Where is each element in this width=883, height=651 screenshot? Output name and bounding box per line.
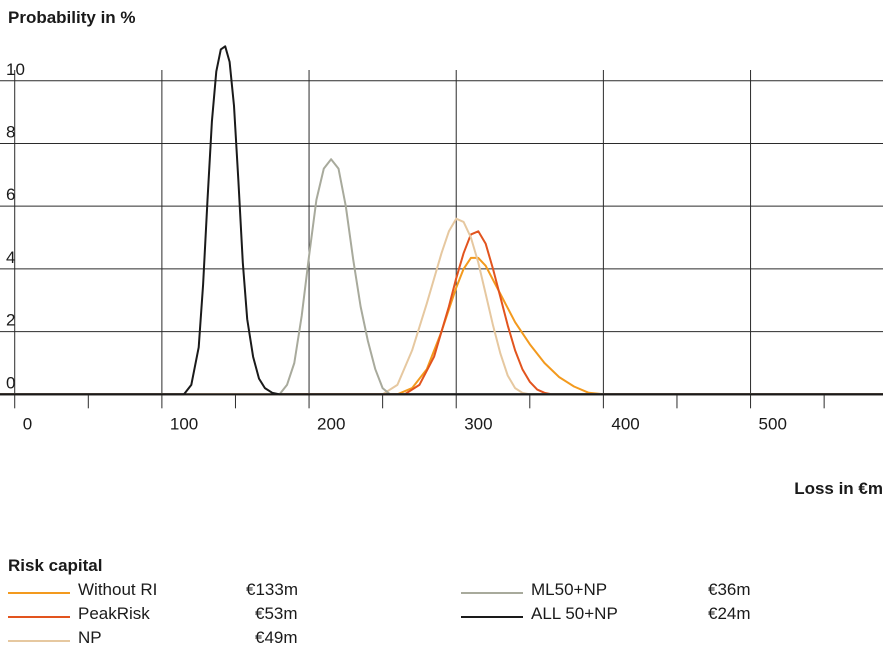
- x-tick-label: 200: [317, 414, 345, 433]
- legend-line-np: [8, 640, 70, 642]
- series-line-peakrisk: [0, 230, 883, 396]
- y-tick-label: 0: [6, 373, 15, 392]
- y-tick-label: 6: [6, 185, 15, 204]
- legend-value: €133m: [246, 580, 298, 599]
- x-tick-label: 300: [464, 414, 492, 433]
- legend-name: NP: [78, 628, 102, 647]
- y-tick-label: 4: [6, 248, 15, 267]
- x-tick-label: 0: [23, 414, 32, 433]
- risk-capital-title: Risk capital: [8, 556, 103, 575]
- legend-value: €36m: [708, 580, 751, 599]
- y-tick-label: 2: [6, 311, 15, 330]
- y-axis-title: Probability in %: [8, 8, 136, 27]
- x-tick-label: 400: [611, 414, 639, 433]
- x-tick-label: 500: [759, 414, 787, 433]
- y-tick-label: 8: [6, 122, 15, 141]
- legend-line-peakrisk: [8, 616, 70, 618]
- x-tick-label: 100: [170, 414, 198, 433]
- series-line-all-50-np: [0, 45, 883, 396]
- legend-name: ML50+NP: [531, 580, 608, 599]
- legend-name: Without RI: [78, 580, 158, 599]
- legend-line-ml50-np: [461, 592, 523, 594]
- legend-name: ALL 50+NP: [531, 604, 618, 623]
- legend-value: €24m: [708, 604, 751, 623]
- legend-name: PeakRisk: [78, 604, 150, 623]
- series-line-ml50-np: [0, 158, 883, 396]
- legend-line-all50-np: [461, 616, 523, 618]
- x-axis-title: Loss in €m: [794, 479, 883, 498]
- legend-value: €53m: [255, 604, 298, 623]
- legend-value: €49m: [255, 628, 298, 647]
- series-line-np: [0, 217, 883, 396]
- y-tick-label: 10: [6, 60, 25, 79]
- legend-line-without-ri: [8, 592, 70, 594]
